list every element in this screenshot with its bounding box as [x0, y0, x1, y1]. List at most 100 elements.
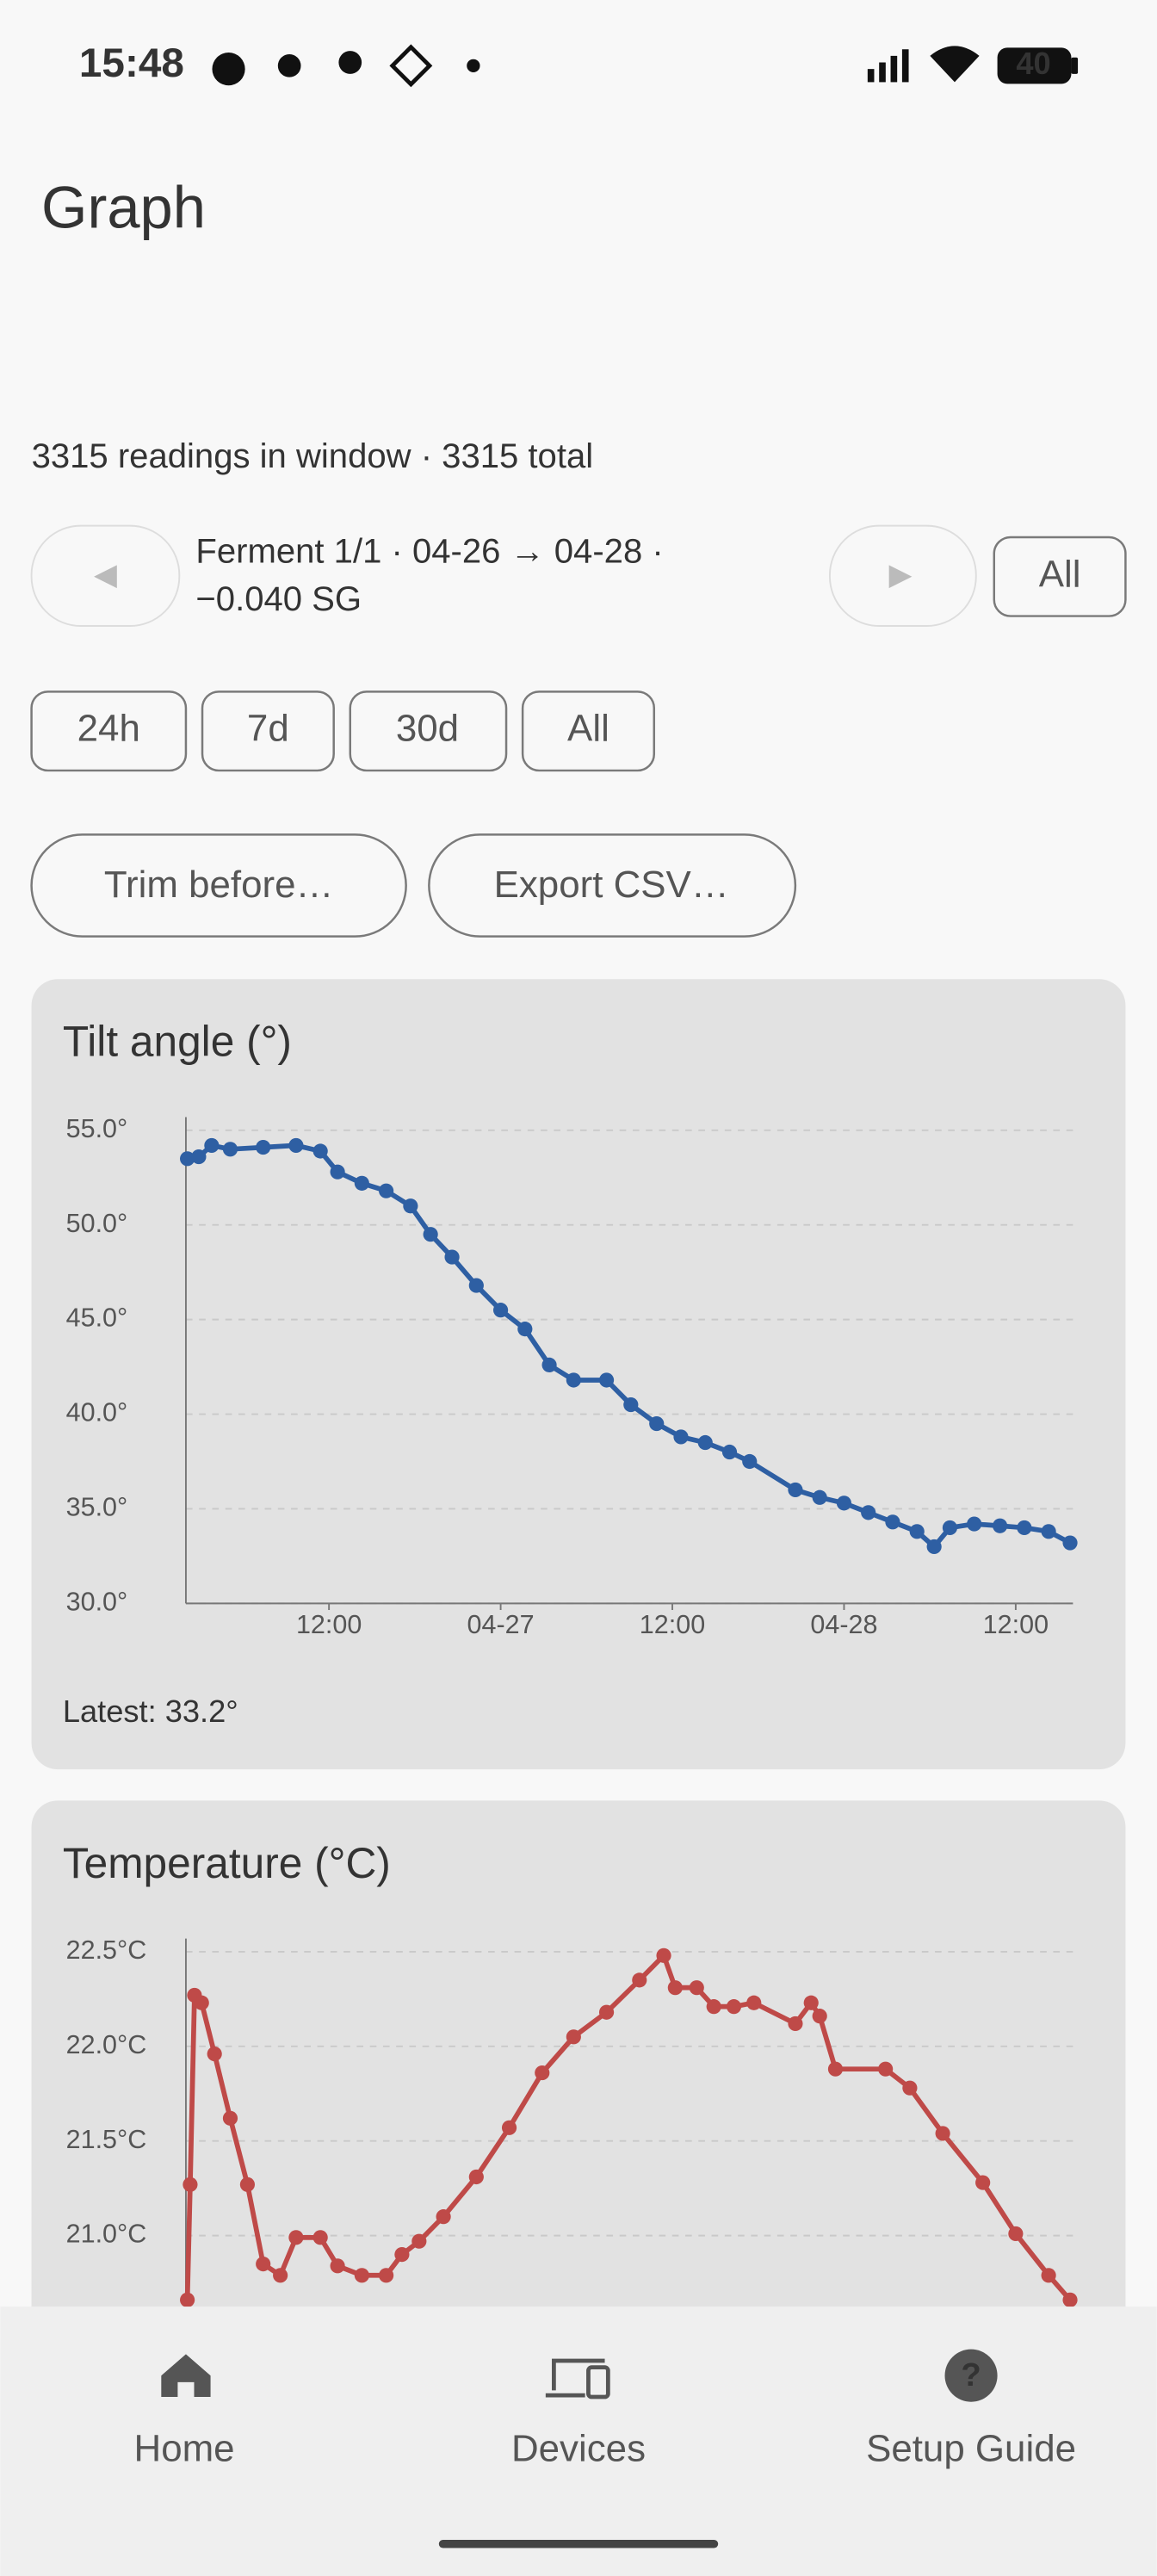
- data-point: [993, 1518, 1008, 1533]
- data-point: [423, 1227, 438, 1242]
- data-point: [379, 1183, 394, 1198]
- x-tick-label: 04-27: [467, 1610, 535, 1639]
- data-point: [436, 2209, 451, 2225]
- data-point: [885, 1514, 900, 1530]
- data-point: [827, 2061, 844, 2077]
- data-point: [468, 2169, 484, 2185]
- help-icon[interactable]: [944, 2349, 998, 2402]
- data-point: [1041, 2268, 1056, 2283]
- data-point: [535, 2065, 550, 2081]
- y-tick-label: 35.0°: [66, 1493, 128, 1522]
- status-time: 15:48: [79, 40, 184, 86]
- y-tick-label: 50.0°: [66, 1209, 128, 1238]
- data-point: [926, 1539, 942, 1555]
- data-point: [878, 2061, 894, 2077]
- data-point: [673, 1429, 689, 1445]
- prev-button[interactable]: [30, 524, 181, 627]
- data-point: [566, 2029, 581, 2045]
- home-indicator: [438, 2540, 719, 2548]
- button-label: Export CSV…: [494, 864, 729, 906]
- nav-label[interactable]: Devices: [511, 2428, 646, 2470]
- nav-label[interactable]: Setup Guide: [866, 2428, 1076, 2470]
- data-point: [492, 1303, 509, 1318]
- data-point: [598, 1372, 615, 1388]
- next-button[interactable]: [828, 524, 977, 627]
- export-button[interactable]: [428, 833, 797, 938]
- data-point: [788, 2016, 803, 2032]
- data-point: [623, 1396, 639, 1413]
- latest-reading: Latest: 33.2°: [63, 1694, 238, 1729]
- data-point: [909, 1524, 925, 1539]
- battery-level: 40: [1016, 46, 1050, 81]
- data-point: [191, 1149, 207, 1165]
- range-button[interactable]: [521, 690, 656, 772]
- data-point: [689, 1980, 704, 1996]
- data-point: [180, 2292, 195, 2307]
- data-point: [566, 1372, 581, 1388]
- data-point: [194, 1995, 209, 2010]
- data-point: [354, 2268, 369, 2283]
- range-button[interactable]: [349, 690, 508, 772]
- data-point: [379, 2268, 394, 2283]
- data-point: [411, 2233, 427, 2249]
- data-point: [1062, 2292, 1078, 2307]
- data-point: [403, 1198, 418, 1214]
- data-point: [444, 1249, 460, 1265]
- y-tick-label: 40.0°: [66, 1398, 128, 1427]
- range-button[interactable]: [201, 690, 335, 772]
- data-point: [656, 1947, 671, 1963]
- session-line: −0.040 SG: [195, 580, 362, 618]
- data-point: [330, 1164, 345, 1180]
- data-point: [256, 2257, 271, 2272]
- data-point: [803, 1995, 819, 2010]
- data-point: [354, 1175, 369, 1191]
- y-tick-label: 21.5°C: [66, 2125, 147, 2154]
- data-point: [746, 1995, 762, 2010]
- charts: 30.0° 35.0° 40.0° 45.0° 50.0° 55.0° 12:00 04-27…: [66, 1114, 1078, 2426]
- data-point: [935, 2126, 950, 2141]
- data-point: [812, 2009, 827, 2024]
- home-icon[interactable]: [161, 2354, 211, 2398]
- data-point: [288, 1137, 304, 1153]
- data-point: [468, 1278, 484, 1293]
- data-point: [721, 1444, 738, 1460]
- data-point: [207, 2047, 222, 2062]
- range-button[interactable]: [30, 690, 188, 772]
- data-point: [1017, 1520, 1032, 1536]
- data-point: [204, 1137, 220, 1153]
- data-point: [942, 1520, 958, 1536]
- button-label: All: [567, 708, 609, 750]
- data-point: [742, 1453, 758, 1470]
- devices-icon[interactable]: [545, 2358, 610, 2400]
- data-point: [788, 1482, 803, 1498]
- data-point: [812, 1489, 827, 1505]
- data-point: [726, 1999, 742, 2015]
- data-line: [184, 1953, 1073, 2302]
- summary: 3315 readings in window · 3315 total: [32, 437, 594, 475]
- help-glyph: ?: [961, 2356, 981, 2393]
- all-sessions-button[interactable]: [993, 536, 1127, 617]
- data-point: [394, 2247, 410, 2263]
- nav-label[interactable]: Home: [134, 2428, 235, 2470]
- y-tick-label: 30.0°: [66, 1587, 128, 1616]
- data-point: [239, 2177, 255, 2192]
- data-point: [836, 1495, 852, 1511]
- data-point: [312, 2230, 328, 2245]
- data-point: [256, 1140, 271, 1155]
- data-point: [1062, 1535, 1078, 1551]
- x-tick-label: 12:00: [640, 1610, 705, 1639]
- prev-icon: [94, 565, 117, 589]
- button-label: Trim before…: [104, 864, 334, 906]
- data-point: [180, 1151, 195, 1167]
- data-point: [975, 2175, 991, 2190]
- trim-button[interactable]: [30, 833, 407, 938]
- data-point: [632, 1972, 647, 1988]
- y-tick-label: 22.5°C: [66, 1935, 147, 1965]
- data-point: [649, 1415, 665, 1432]
- data-point: [222, 1142, 238, 1157]
- data-point: [273, 2268, 288, 2283]
- data-point: [541, 1357, 557, 1372]
- data-point: [967, 1516, 982, 1532]
